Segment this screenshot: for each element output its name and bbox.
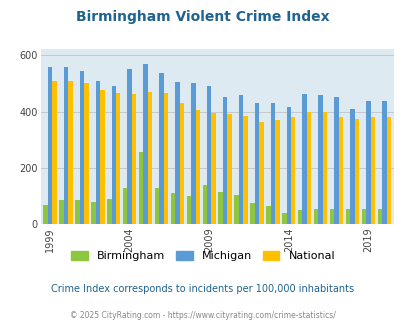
Bar xyxy=(127,69,132,224)
Bar xyxy=(290,117,295,224)
Text: Crime Index corresponds to incidents per 100,000 inhabitants: Crime Index corresponds to incidents per… xyxy=(51,284,354,294)
Bar xyxy=(297,210,302,224)
Bar xyxy=(381,101,386,224)
Bar xyxy=(154,188,159,224)
Bar xyxy=(43,205,48,224)
Bar xyxy=(159,74,163,224)
Bar xyxy=(111,86,116,224)
Bar xyxy=(222,97,227,224)
Bar xyxy=(227,115,231,224)
Bar xyxy=(195,110,200,224)
Text: Birmingham Violent Crime Index: Birmingham Violent Crime Index xyxy=(76,10,329,24)
Bar xyxy=(179,103,183,224)
Bar xyxy=(345,209,350,224)
Bar xyxy=(281,213,286,224)
Bar xyxy=(211,113,215,224)
Bar xyxy=(52,82,57,224)
Bar xyxy=(386,117,390,224)
Bar xyxy=(333,97,338,224)
Bar xyxy=(254,103,258,224)
Bar xyxy=(377,209,381,224)
Bar xyxy=(139,152,143,224)
Bar xyxy=(365,101,370,224)
Bar xyxy=(302,94,306,224)
Bar xyxy=(143,64,147,224)
Bar xyxy=(370,117,374,224)
Bar xyxy=(84,83,88,224)
Bar xyxy=(147,92,152,224)
Bar xyxy=(266,206,270,224)
Bar xyxy=(250,203,254,224)
Bar xyxy=(107,199,111,224)
Bar xyxy=(361,209,365,224)
Bar xyxy=(175,82,179,224)
Bar xyxy=(350,109,354,224)
Bar xyxy=(186,196,191,224)
Bar xyxy=(191,83,195,224)
Bar xyxy=(338,116,342,224)
Bar xyxy=(306,112,311,224)
Bar xyxy=(64,67,68,224)
Bar xyxy=(258,122,263,224)
Bar xyxy=(96,81,100,224)
Bar xyxy=(68,82,72,224)
Bar xyxy=(79,71,84,224)
Bar xyxy=(75,200,79,224)
Bar xyxy=(59,200,64,224)
Bar xyxy=(171,193,175,224)
Bar xyxy=(318,95,322,224)
Bar xyxy=(313,209,318,224)
Bar xyxy=(354,118,358,224)
Bar xyxy=(116,93,120,224)
Bar xyxy=(123,188,127,224)
Bar xyxy=(322,112,326,224)
Bar xyxy=(132,94,136,224)
Bar xyxy=(238,95,243,224)
Bar xyxy=(234,195,238,224)
Bar xyxy=(275,120,279,224)
Legend: Birmingham, Michigan, National: Birmingham, Michigan, National xyxy=(66,247,339,266)
Bar xyxy=(207,86,211,224)
Bar xyxy=(100,90,104,224)
Bar xyxy=(243,116,247,224)
Bar xyxy=(48,67,52,224)
Bar xyxy=(202,185,207,224)
Bar xyxy=(91,202,96,224)
Bar xyxy=(163,93,168,224)
Bar xyxy=(329,209,333,224)
Bar xyxy=(270,103,275,224)
Bar xyxy=(218,192,222,224)
Text: © 2025 CityRating.com - https://www.cityrating.com/crime-statistics/: © 2025 CityRating.com - https://www.city… xyxy=(70,311,335,320)
Bar xyxy=(286,107,290,224)
